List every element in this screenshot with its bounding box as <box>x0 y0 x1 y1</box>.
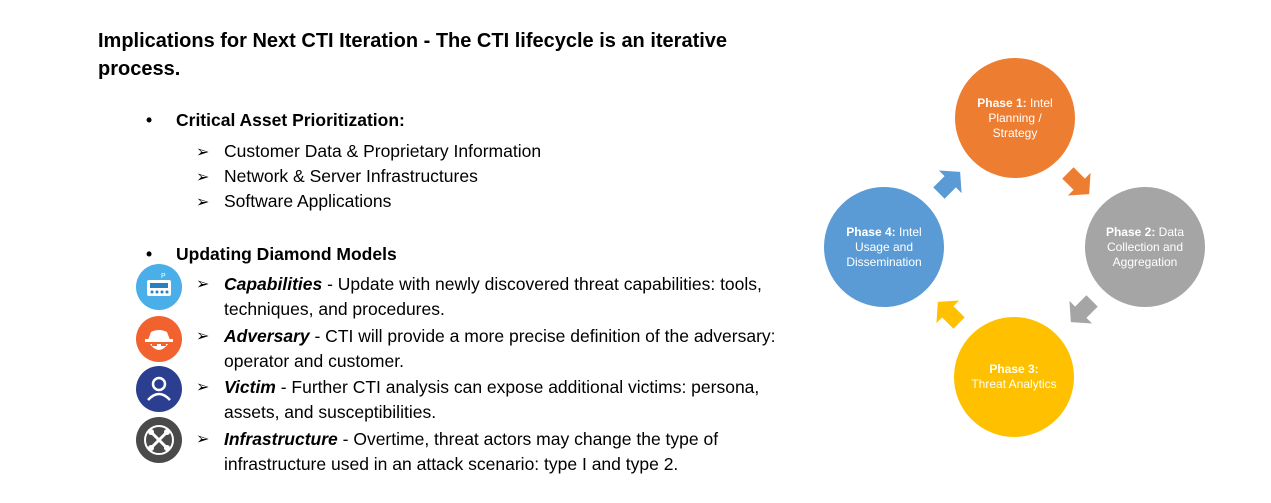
section-diamond-models-heading: • Updating Diamond Models <box>146 244 397 264</box>
phase-label: Phase 3: <box>989 362 1039 376</box>
arrow-bullet-icon: ➢ <box>196 276 210 293</box>
cycle-arrow-grey <box>1069 295 1098 324</box>
lifecycle-arrows <box>933 167 1098 329</box>
victim-icon <box>136 366 182 412</box>
list-item: ➢ Network & Server Infrastructures <box>196 164 478 190</box>
phase-label: Phase 1: <box>977 95 1027 110</box>
cycle-arrow-blue <box>933 170 962 199</box>
phase-1-circle: Phase 1: Intel Planning / Strategy <box>955 58 1075 178</box>
list-item: ➢ Infrastructure - Overtime, threat acto… <box>196 429 719 474</box>
cycle-arrow-yellow <box>936 300 965 329</box>
phase-3-circle: Phase 3: Threat Analytics <box>954 317 1074 437</box>
list-item: ➢ Customer Data & Proprietary Information <box>196 139 541 165</box>
phase-4-circle: Phase 4: Intel Usage and Dissemination <box>824 187 944 307</box>
svg-text:P: P <box>161 273 166 280</box>
phase-2-circle: Phase 2: Data Collection and Aggregation <box>1085 187 1205 307</box>
adversary-icon <box>136 316 182 362</box>
arrow-bullet-icon: ➢ <box>196 379 210 396</box>
list-item: ➢ Software Applications <box>196 189 391 215</box>
cycle-arrow-orange <box>1062 167 1091 196</box>
section-critical-assets-heading: • Critical Asset Prioritization: <box>146 110 405 130</box>
list-item: ➢ Victim - Further CTI analysis can expo… <box>196 377 760 422</box>
phase-label: Phase 4: <box>846 224 896 239</box>
arrow-bullet-icon: ➢ <box>196 431 210 448</box>
arrow-bullet-icon: ➢ <box>196 194 210 211</box>
arrow-bullet-icon: ➢ <box>196 144 210 161</box>
capabilities-icon: P <box>136 264 182 310</box>
phase-label: Phase 2: <box>1105 224 1156 239</box>
arrow-bullet-icon: ➢ <box>196 169 210 186</box>
infrastructure-icon <box>136 417 182 463</box>
list-item: ➢ Capabilities - Update with newly disco… <box>196 274 762 319</box>
arrow-bullet-icon: ➢ <box>196 328 210 345</box>
list-item: ➢ Adversary - CTI will provide a more pr… <box>196 326 776 371</box>
page-title: Implications for Next CTI Iteration - Th… <box>98 30 728 80</box>
